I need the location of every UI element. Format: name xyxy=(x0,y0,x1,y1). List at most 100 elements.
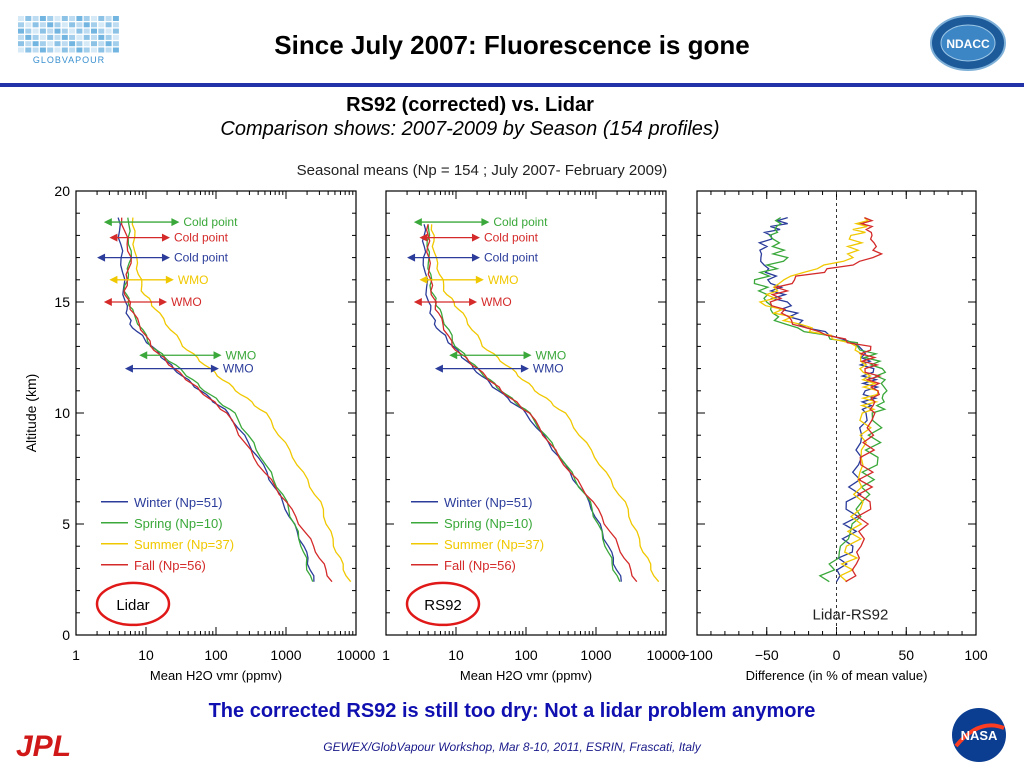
rs92-panel: 1 10 100 1000 10000 Mean H2O vmr (ppmv) Cold p… xyxy=(382,190,686,683)
y-tick-label: 0 xyxy=(62,627,70,643)
logo-grid-cell xyxy=(47,22,54,28)
logo-grid-cell xyxy=(32,41,39,47)
logo-grid-cell xyxy=(112,28,119,34)
arrow-head xyxy=(109,233,118,242)
logo-grid-cell xyxy=(91,28,97,34)
ndacc-logo-text: NDACC xyxy=(946,37,990,51)
arrow-head xyxy=(171,218,180,227)
logo-grid-cell xyxy=(54,22,61,28)
x-tick-label: 0 xyxy=(833,647,841,663)
logo-grid-cell xyxy=(76,22,83,28)
seasonal-means-figure: Seasonal means (Np = 154 ; July 2007- Fe… xyxy=(23,162,988,683)
logo-grid-cell xyxy=(18,28,24,34)
panel-label: Lidar-RS92 xyxy=(813,606,889,623)
logo-grid-cell xyxy=(112,47,119,53)
logo-grid-cell xyxy=(112,22,119,28)
y-axis-label: Altitude (km) xyxy=(23,374,39,453)
logo-grid-cell xyxy=(91,22,97,28)
arrow-head xyxy=(449,351,458,360)
panel-label-circle xyxy=(95,581,171,627)
x-tick-label: 10000 xyxy=(647,647,686,663)
y-tick-label: 15 xyxy=(54,294,70,310)
logo-grid-cell xyxy=(18,41,24,47)
ndacc-logo: NDACC xyxy=(930,15,1006,71)
logo-grid-cell xyxy=(18,22,24,28)
series-line-fall xyxy=(120,217,333,583)
lidar-panel: 1 10 100 1000 10000 0 5 10 15 20 Mean H2O vmr (ppm… xyxy=(23,183,376,683)
x-tick-label: 1000 xyxy=(270,647,301,663)
x-tick-label: 10 xyxy=(138,647,154,663)
arrow-head xyxy=(469,298,478,306)
arrow-head xyxy=(103,218,112,227)
annotation-label: Cold point xyxy=(493,215,548,229)
series-line-spring xyxy=(753,217,888,583)
logo-grid-cell xyxy=(39,34,46,40)
logo-grid-cell xyxy=(98,22,105,28)
logo-grid-cell xyxy=(18,16,24,21)
logo-grid-cell xyxy=(83,22,90,28)
logo-grid-cell xyxy=(83,47,90,53)
logo-grid-cell xyxy=(112,16,119,21)
x-tick-label: 10000 xyxy=(337,647,376,663)
series-line-fall xyxy=(425,224,638,583)
x-axis-label: Mean H2O vmr (ppmv) xyxy=(150,668,282,683)
panel-label: Lidar xyxy=(116,597,149,614)
arrow-head xyxy=(210,364,219,373)
logo-grid-cell xyxy=(25,41,32,47)
annotation-label: WMO xyxy=(171,295,202,309)
panel-label: RS92 xyxy=(424,597,462,614)
x-tick-label: 1 xyxy=(72,647,80,663)
logo-grid-cell xyxy=(32,28,39,34)
y-tick-label: 20 xyxy=(54,183,70,199)
arrow-head xyxy=(471,253,480,262)
x-tick-label: 50 xyxy=(898,647,914,663)
logo-grid-cell xyxy=(91,47,97,53)
annotation-label: Cold point xyxy=(174,251,229,265)
annotation-label: Cold point xyxy=(183,215,238,229)
logo-grid-cell xyxy=(98,47,105,53)
legend-entry: Winter (Np=51) xyxy=(134,495,223,510)
logo-grid-cell xyxy=(32,47,39,53)
legend-entry: Winter (Np=51) xyxy=(444,495,533,510)
annotation-label: Cold point xyxy=(484,231,539,245)
logo-grid-cell xyxy=(98,34,105,40)
arrow-head xyxy=(434,364,443,373)
arrow-head xyxy=(161,233,170,242)
logo-grid-cell xyxy=(69,16,76,21)
series-line-summer xyxy=(430,224,660,583)
logo-grid-cell xyxy=(47,47,54,53)
x-tick-label: 100 xyxy=(514,647,538,663)
panel-label-circle xyxy=(405,581,481,627)
logo-grid-cell xyxy=(18,34,24,40)
logo-grid-cell xyxy=(32,34,39,40)
arrow-head xyxy=(481,218,490,227)
logo-grid-cell xyxy=(105,47,112,53)
subtitle-comparison: Comparison shows: 2007-2009 by Season (1… xyxy=(220,118,720,140)
globvapour-logo-text: GLOBVAPOUR xyxy=(33,55,105,65)
arrow-head xyxy=(407,253,416,262)
logo-grid-cell xyxy=(61,47,68,53)
series-line-winter xyxy=(117,217,315,582)
logo-grid-cell xyxy=(39,16,46,21)
legend-entry: Fall (Np=56) xyxy=(134,558,206,573)
logo-grid-cell xyxy=(69,47,76,53)
legend-entry: Summer (Np=37) xyxy=(134,537,234,552)
arrow-head xyxy=(165,275,174,284)
arrow-head xyxy=(97,253,106,262)
logo-grid-cell xyxy=(69,28,76,34)
x-axis-label: Mean H2O vmr (ppmv) xyxy=(460,668,592,683)
logo-grid-cell xyxy=(61,41,68,47)
arrow-head xyxy=(475,275,484,284)
jpl-logo-text: JPL xyxy=(16,730,71,760)
logo-grid-cell xyxy=(76,34,83,40)
logo-grid-cell xyxy=(69,34,76,40)
logo-grid-cell xyxy=(25,34,32,40)
logo-grid-cell xyxy=(47,16,54,21)
arrow-head xyxy=(159,298,168,306)
logo-grid-cell xyxy=(54,16,61,21)
logo-grid-cell xyxy=(76,41,83,47)
x-axis-label: Difference (in % of mean value) xyxy=(746,668,928,683)
logo-grid-cell xyxy=(39,22,46,28)
logo-grid-cell xyxy=(54,47,61,53)
logo-grid-cell xyxy=(105,28,112,34)
